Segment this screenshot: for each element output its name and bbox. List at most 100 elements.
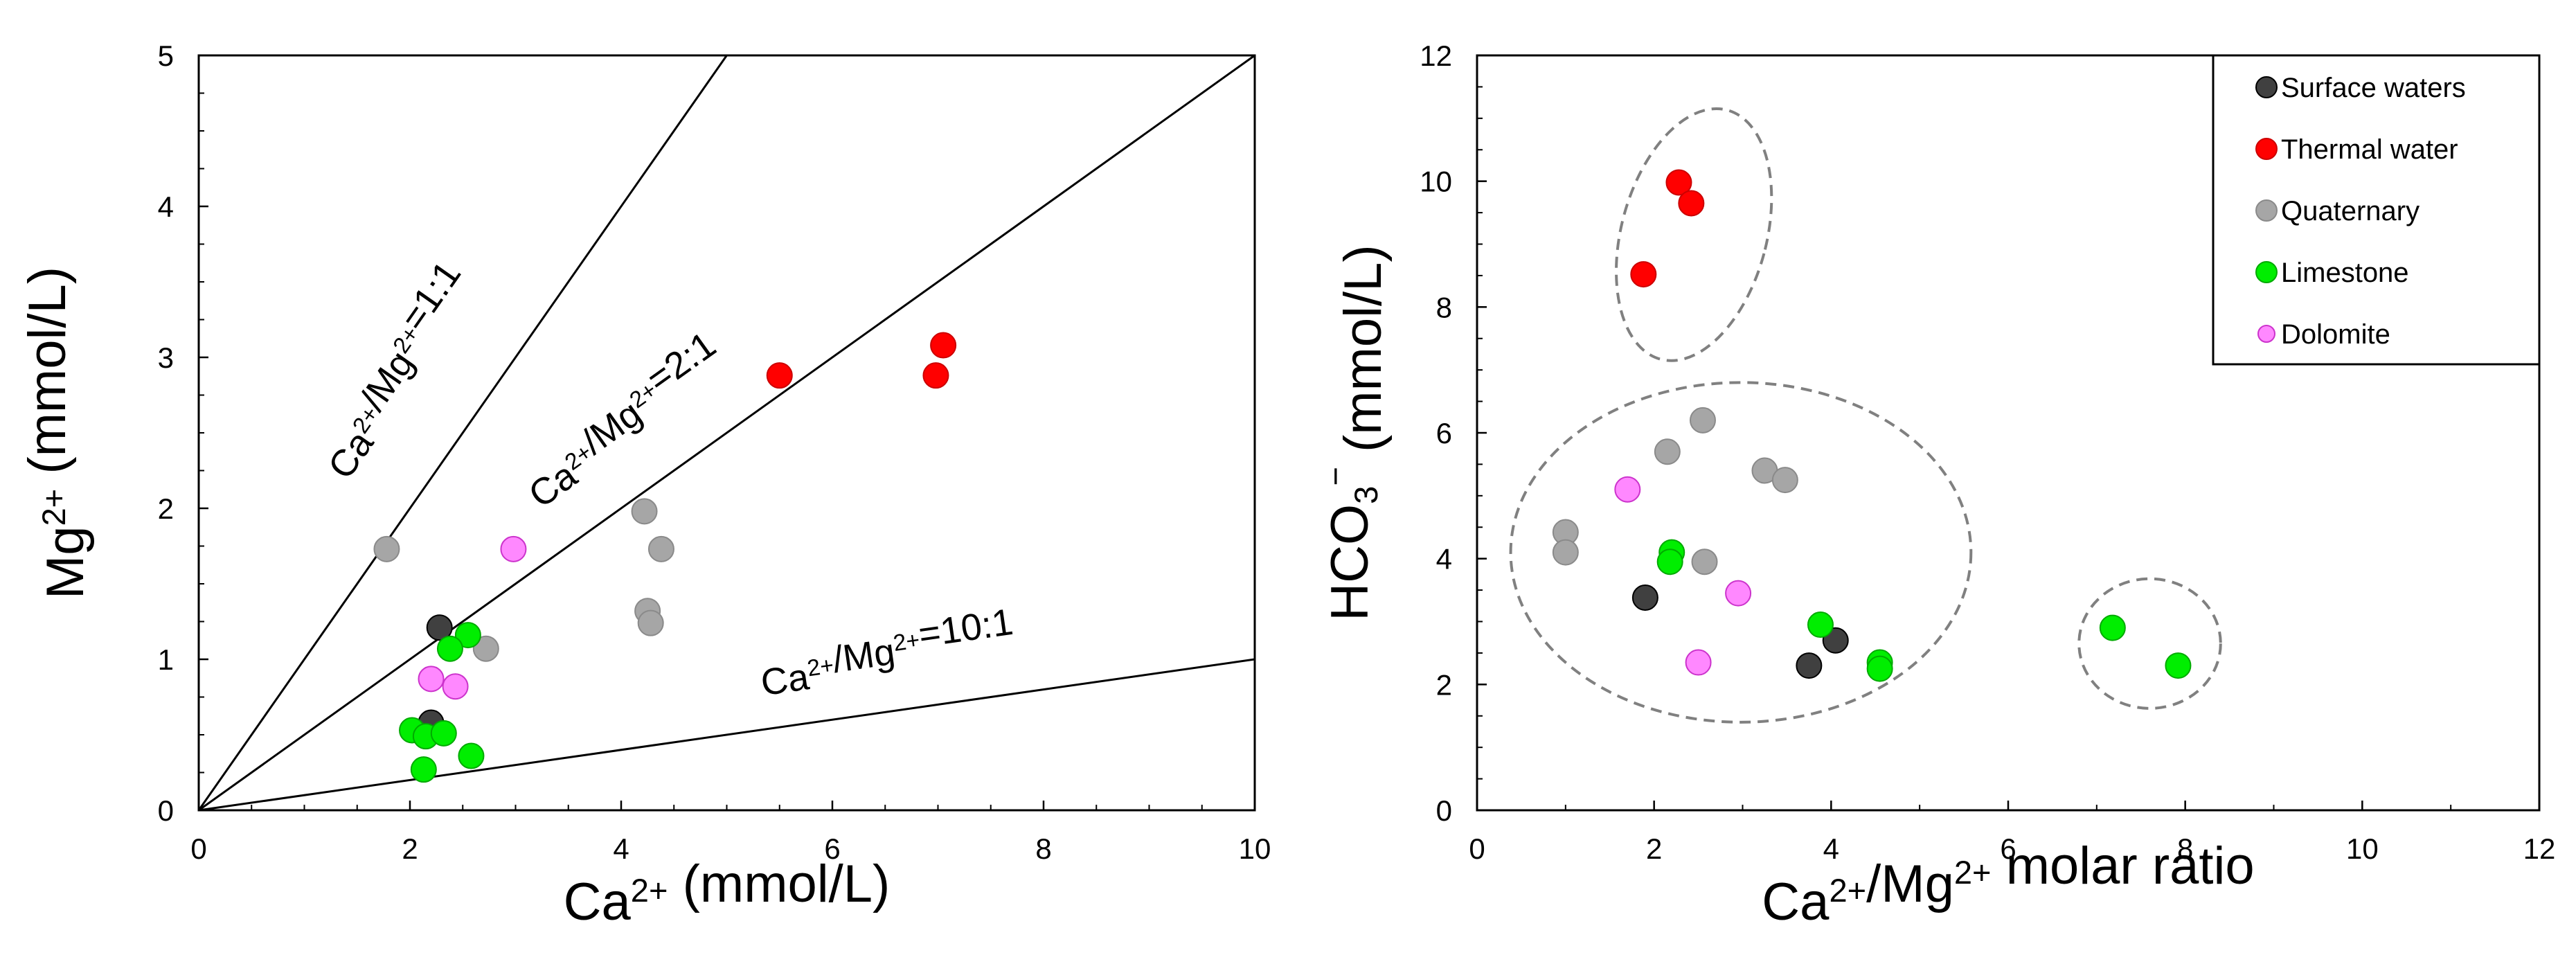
right-x-axis-title: Ca2+/Mg2+ molar ratio	[1762, 837, 2254, 931]
left-point-surface-waters	[426, 614, 453, 641]
left-point-quaternary	[637, 609, 664, 636]
right-y-axis-title: HCO3− (mmol/L)	[1316, 244, 1392, 621]
legend-label-quaternary: Quaternary	[2281, 196, 2420, 226]
right-point-surface-waters	[1796, 652, 1823, 679]
left-series-dolomite	[418, 535, 527, 700]
legend-label-thermal-water: Thermal water	[2281, 134, 2458, 165]
cluster-outline-thermal-cluster	[1615, 107, 1773, 362]
right-y-tick-label: 4	[1436, 543, 1452, 575]
right-point-limestone	[1807, 612, 1834, 639]
left-point-limestone	[430, 720, 457, 747]
right-y-tick-label: 10	[1420, 166, 1452, 198]
left-point-limestone	[454, 622, 481, 649]
right-point-limestone	[1866, 655, 1893, 682]
right-y-tick-label: 2	[1436, 668, 1452, 701]
left-point-dolomite	[418, 666, 445, 693]
right-y-tick-label: 12	[1420, 39, 1452, 72]
left-point-quaternary	[631, 498, 658, 525]
right-series-surface-waters	[1631, 584, 1849, 679]
right-series-dolomite	[1614, 476, 1752, 676]
ratio-line-ca2-mg2-1-1	[199, 55, 728, 810]
right-point-thermal-water	[1665, 169, 1692, 196]
right-x-tick-label: 10	[2346, 832, 2379, 865]
mg-vs-ca-scatter-chart: Ca2+/Mg2+=1:1Ca2+/Mg2+=2:1Ca2+/Mg2+=10:1…	[18, 39, 1271, 931]
right-point-quaternary	[1689, 407, 1716, 434]
reference-lines	[199, 55, 1255, 810]
ratio-label-ca2-mg2-1-1: Ca2+/Mg2+=1:1	[299, 253, 490, 486]
ratio-label-ca2-mg2-10-1: Ca2+/Mg2+=10:1	[755, 601, 1019, 704]
left-x-tick-label: 10	[1239, 832, 1271, 865]
right-y-tick-label: 8	[1436, 291, 1452, 323]
left-point-quaternary	[647, 535, 674, 562]
right-point-quaternary	[1654, 438, 1681, 465]
left-y-tick-label: 5	[158, 39, 174, 72]
left-series-thermal-water	[766, 332, 957, 389]
left-point-quaternary	[373, 535, 400, 562]
legend-label-surface-waters: Surface waters	[2281, 73, 2466, 103]
left-x-axis-title: Ca2+ (mmol/L)	[564, 855, 891, 931]
right-x-tick-label: 6	[2000, 832, 2016, 865]
left-y-axis-title: Mg2+ (mmol/L)	[18, 267, 95, 599]
left-point-quaternary	[472, 635, 499, 662]
left-y-tick-label: 2	[158, 492, 174, 525]
left-y-tick-label: 4	[158, 190, 174, 223]
cluster-outline-limestone-outliers	[2077, 577, 2222, 710]
right-point-quaternary	[1552, 539, 1579, 566]
left-series-limestone	[399, 622, 485, 783]
right-point-surface-waters	[1631, 584, 1658, 611]
ratio-line-ca2-mg2-10-1	[199, 658, 1255, 810]
left-point-thermal-water	[930, 332, 957, 359]
left-axes: 0 2 4 6 8 10 0 1 2 3 4 5	[158, 39, 1271, 865]
legend-label-dolomite: Dolomite	[2281, 319, 2390, 350]
legend-label-limestone: Limestone	[2281, 258, 2409, 288]
left-series-quaternary	[373, 498, 674, 662]
legend-marker-limestone	[2255, 261, 2278, 283]
right-x-tick-label: 8	[2177, 832, 2193, 865]
legend-marker-thermal-water	[2255, 138, 2278, 160]
legend-marker-dolomite	[2257, 325, 2275, 343]
right-x-tick-label: 0	[1469, 832, 1485, 865]
ratio-line-ca2-mg2-2-1	[199, 55, 1255, 810]
left-x-tick-label: 6	[824, 832, 840, 865]
right-point-quaternary	[1691, 548, 1718, 575]
hco3-vs-ratio-scatter-chart: 0 2 4 6 8 10 12 0 2 4 6 8 10 12 Ca2+/Mg2+ molar ratio H…	[1316, 39, 2555, 931]
legend: Surface waters Thermal water Quaternary Lim…	[2212, 54, 2541, 366]
legend-marker-quaternary	[2255, 199, 2278, 222]
right-point-dolomite	[1614, 476, 1641, 503]
right-point-limestone	[2099, 614, 2126, 641]
right-x-tick-label: 12	[2523, 832, 2556, 865]
left-x-tick-label: 2	[402, 832, 418, 865]
left-point-thermal-water	[922, 362, 949, 389]
cluster-outlines	[1509, 107, 2222, 724]
left-x-tick-label: 8	[1035, 832, 1051, 865]
right-point-limestone	[1656, 548, 1683, 575]
left-point-dolomite	[500, 535, 527, 562]
right-axes: 0 2 4 6 8 10 12 0 2 4 6 8 10 12	[1420, 39, 2555, 865]
right-series-quaternary	[1552, 407, 1798, 575]
left-y-tick-label: 3	[158, 341, 174, 374]
legend-marker-surface-waters	[2255, 76, 2278, 98]
left-y-tick-label: 1	[158, 643, 174, 676]
cluster-outline-main-cluster	[1509, 381, 1973, 724]
right-point-limestone	[2165, 652, 2192, 679]
ratio-label-ca2-mg2-2-1: Ca2+/Mg2+=2:1	[506, 323, 738, 516]
right-y-tick-label: 0	[1436, 794, 1452, 827]
left-point-limestone	[410, 756, 437, 783]
right-point-quaternary	[1771, 467, 1798, 494]
left-y-tick-label: 0	[158, 794, 174, 827]
left-point-thermal-water	[766, 362, 793, 389]
right-point-dolomite	[1685, 649, 1712, 676]
left-point-limestone	[436, 635, 463, 662]
right-point-dolomite	[1725, 580, 1752, 607]
left-x-tick-label: 4	[613, 832, 629, 865]
left-point-dolomite	[442, 673, 469, 700]
right-x-tick-label: 4	[1823, 832, 1839, 865]
left-point-limestone	[458, 742, 485, 769]
right-y-tick-label: 6	[1436, 417, 1452, 449]
right-x-tick-label: 2	[1646, 832, 1662, 865]
right-point-thermal-water	[1630, 261, 1657, 288]
right-series-thermal-water	[1630, 169, 1705, 288]
right-point-thermal-water	[1678, 190, 1705, 217]
left-x-tick-label: 0	[190, 832, 206, 865]
